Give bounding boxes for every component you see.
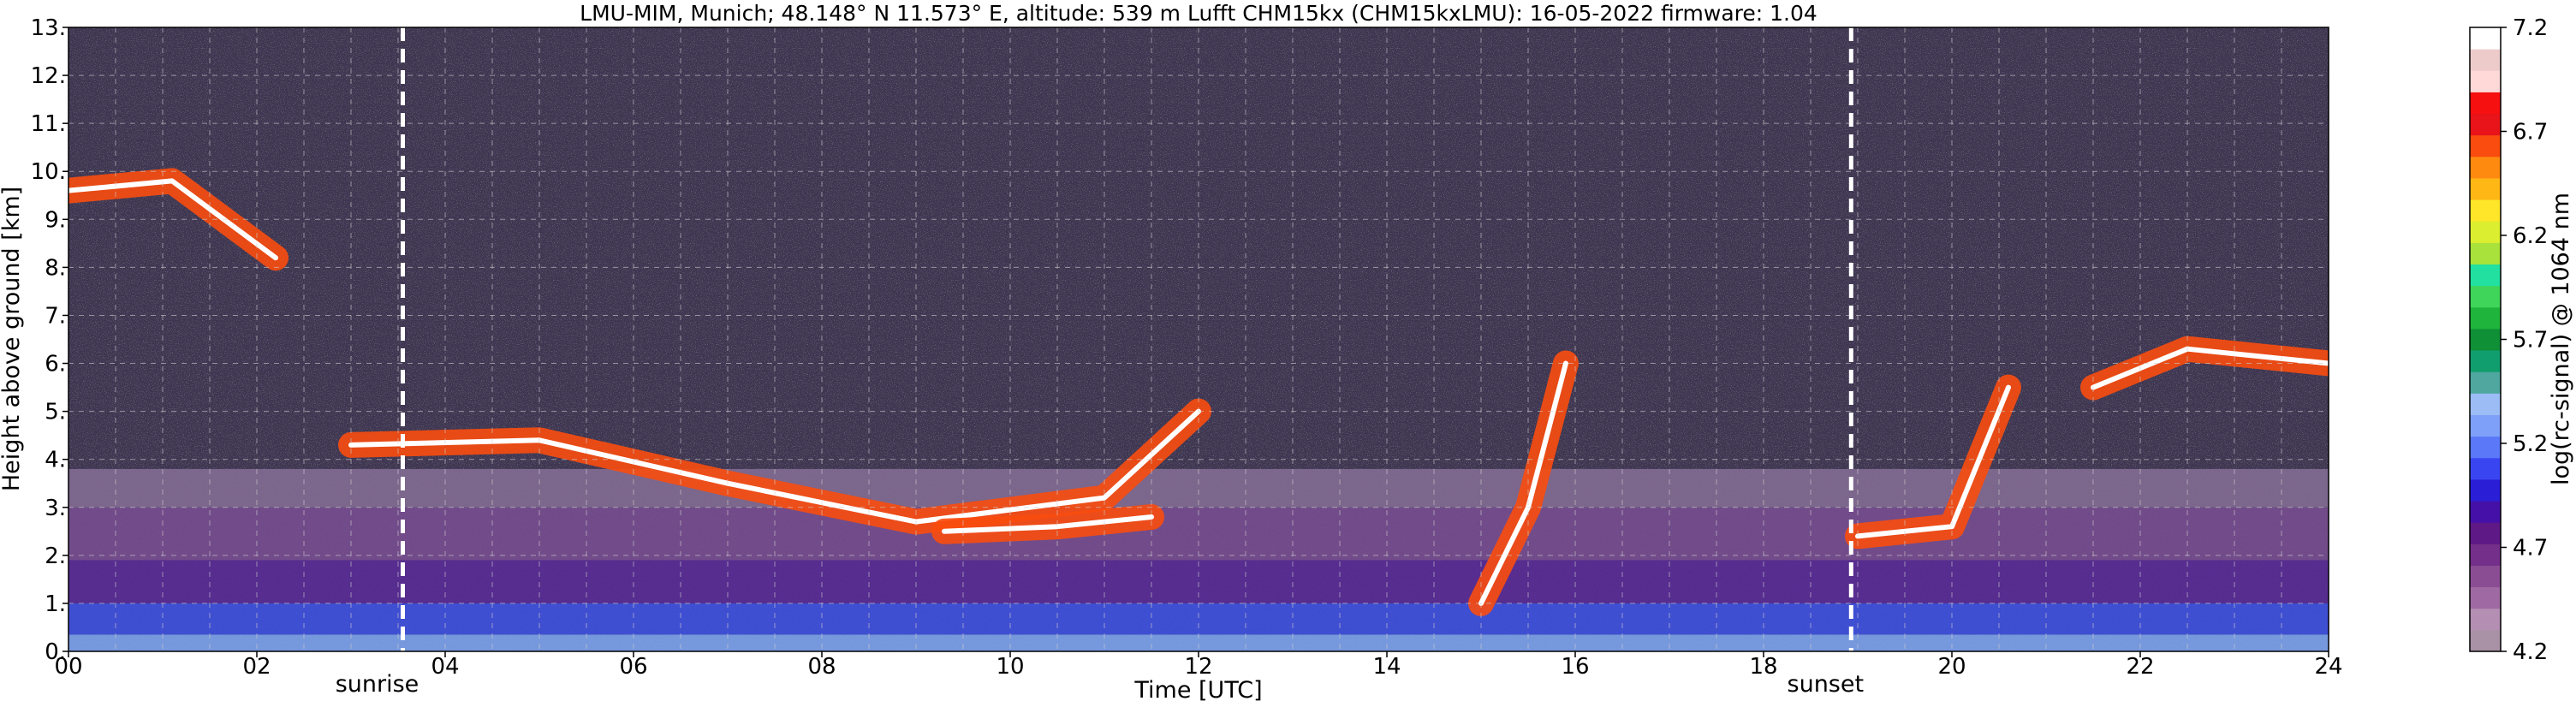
y-tick-label: 13. — [31, 15, 66, 41]
event-label-sunset: sunset — [1788, 671, 1865, 698]
colorbar-segment — [2470, 92, 2501, 115]
y-axis-ticks: 0. 1. 2. 3. 4. 5. 6. 7. 8. 9. 10. 11. 12. 13. — [31, 15, 68, 665]
colorbar-tick-label: 6.2 — [2513, 223, 2548, 249]
colorbar-segment — [2470, 608, 2501, 631]
colorbar-segment — [2470, 371, 2501, 394]
y-tick-label: 7. — [45, 303, 66, 329]
feature-core-cirrus — [68, 178, 278, 261]
y-tick-label: 11. — [31, 111, 66, 137]
feature-core-low-cloud — [942, 514, 1154, 534]
colorbar-segment — [2470, 457, 2501, 480]
x-tick-label: 20 — [1937, 654, 1966, 680]
event-label-sunrise: sunrise — [336, 671, 419, 698]
colorbar-segment — [2470, 586, 2501, 609]
x-axis-label: Time [UTC] — [1133, 677, 1262, 704]
plot-area — [68, 27, 2329, 651]
colorbar-segment — [2470, 544, 2501, 566]
colorbar-segment — [2470, 436, 2501, 459]
x-tick-label: 02 — [242, 654, 271, 680]
x-tick-label: 08 — [807, 654, 836, 680]
colorbar-tick-label: 4.2 — [2513, 639, 2548, 665]
colorbar-segment — [2470, 113, 2501, 136]
colorbar-segment — [2470, 565, 2501, 588]
colorbar-tick-label: 4.7 — [2513, 536, 2548, 561]
colorbar-segment — [2470, 501, 2501, 523]
grid-lines — [68, 27, 2329, 651]
colorbar-segment — [2470, 242, 2501, 265]
y-tick-label: 5. — [45, 400, 66, 425]
colorbar-segment — [2470, 156, 2501, 179]
colorbar-segment — [2470, 27, 2501, 50]
x-tick-label: 12 — [1184, 654, 1212, 680]
x-tick-label: 06 — [619, 654, 647, 680]
colorbar-segment — [2470, 264, 2501, 287]
colorbar: 4.2 4.7 5.2 5.7 6.2 6.7 7.2 log(rc-signal) @ 1… — [2469, 15, 2574, 665]
colorbar-segment — [2470, 199, 2501, 222]
colorbar-segment — [2470, 478, 2501, 502]
y-tick-label: 1. — [45, 591, 66, 617]
colorbar-segment — [2470, 70, 2501, 92]
y-tick-label: 9. — [45, 207, 66, 233]
x-tick-label: 04 — [431, 654, 459, 680]
colorbar-tick-label: 5.7 — [2513, 328, 2548, 354]
colorbar-segment — [2470, 134, 2501, 157]
y-tick-label: 3. — [45, 496, 66, 521]
x-tick-label: 16 — [1561, 654, 1589, 680]
x-tick-label: 24 — [2314, 654, 2342, 680]
x-tick-label: 00 — [54, 654, 82, 680]
y-axis-label: Height above ground [km] — [0, 187, 25, 491]
x-axis-ticks: 00 02 04 06 08 10 12 14 16 18 20 22 24 — [54, 651, 2343, 680]
y-tick-label: 2. — [45, 544, 66, 569]
feature-core-evening-cloud — [1855, 384, 2011, 539]
colorbar-segment — [2470, 522, 2501, 544]
x-tick-label: 10 — [996, 654, 1024, 680]
colorbar-tick-label: 6.7 — [2513, 120, 2548, 146]
y-tick-label: 0. — [45, 639, 66, 665]
x-tick-label: 14 — [1372, 654, 1401, 680]
event-lines — [401, 27, 1853, 651]
colorbar-segment — [2470, 306, 2501, 330]
colorbar-ticks: 4.2 4.7 5.2 5.7 6.2 6.7 7.2 — [2501, 15, 2548, 665]
y-tick-label: 6. — [45, 352, 66, 377]
colorbar-segment — [2470, 221, 2501, 243]
colorbar-segment — [2470, 49, 2501, 71]
colorbar-segment — [2470, 328, 2501, 351]
y-tick-label: 10. — [31, 159, 66, 185]
colorbar-segment — [2470, 393, 2501, 415]
colorbar-tick-label: 7.2 — [2513, 15, 2548, 41]
colorbar-segment — [2470, 177, 2501, 200]
colorbar-segment — [2470, 285, 2501, 308]
y-tick-label: 12. — [31, 63, 66, 89]
colorbar-segments — [2470, 27, 2501, 652]
y-tick-label: 8. — [45, 255, 66, 281]
colorbar-tick-label: 5.2 — [2513, 431, 2548, 457]
x-tick-label: 22 — [2126, 654, 2154, 680]
x-tick-label: 18 — [1749, 654, 1777, 680]
y-tick-label: 4. — [45, 448, 66, 473]
colorbar-segment — [2470, 350, 2501, 372]
colorbar-segment — [2470, 414, 2501, 437]
band-low — [68, 603, 2329, 635]
colorbar-label: log(rc-signal) @ 1064 nm — [2548, 193, 2574, 485]
event-labels: sunrise sunset — [336, 671, 1864, 698]
chart-title: LMU-MIM, Munich; 48.148° N 11.573° E, al… — [580, 1, 1817, 26]
colorbar-segment — [2470, 629, 2501, 652]
